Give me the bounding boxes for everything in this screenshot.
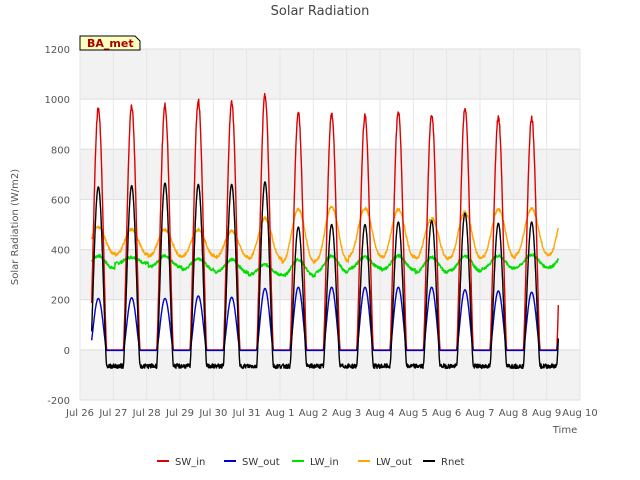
x-tick-label: Aug 4 [365, 408, 394, 419]
y-tick-label: 1000 [45, 95, 70, 106]
y-tick-label: 800 [51, 145, 70, 156]
legend-label: Rnet [441, 457, 464, 468]
x-tick-label: Jul 30 [198, 408, 227, 419]
y-tick-label: 0 [64, 346, 70, 357]
x-tick-label: Jul 27 [98, 408, 127, 419]
legend-item-lw-in: LW_in [292, 457, 339, 468]
y-tick-label: 400 [51, 246, 70, 257]
y-tick-label: -200 [47, 396, 70, 407]
x-axis-ticks: Jul 26 Jul 27 Jul 28 Jul 29 Jul 30 Jul 31 Aug … [65, 408, 598, 419]
y-tick-label: 600 [51, 195, 70, 206]
legend-label: SW_in [175, 457, 205, 468]
badge-box [79, 35, 141, 51]
y-axis-title: Solar Radiation (W/m2) [10, 169, 21, 285]
x-tick-label: Aug 6 [432, 408, 461, 419]
background-band [80, 49, 580, 100]
x-tick-label: Aug 5 [399, 408, 428, 419]
x-tick-label: Jul 29 [165, 408, 194, 419]
x-tick-label: Jul 26 [65, 408, 94, 419]
legend-item-rnet: Rnet [423, 457, 464, 468]
badge-label: BA_met [87, 37, 134, 50]
background-band [80, 349, 580, 400]
y-axis-ticks: -200 0 200 400 600 800 1000 1200 [45, 45, 70, 407]
x-tick-label: Jul 28 [132, 408, 161, 419]
grid-lines [79, 48, 581, 401]
x-tick-label: Aug 2 [299, 408, 328, 419]
x-axis-title: Time [552, 425, 577, 436]
x-tick-label: Aug 9 [532, 408, 561, 419]
legend: SW_in SW_out LW_in LW_out Rnet [157, 457, 464, 468]
legend-item-sw-out: SW_out [224, 457, 280, 468]
series-layer [91, 92, 559, 370]
x-tick-label: Aug 1 [265, 408, 294, 419]
y-tick-label: 1200 [45, 45, 70, 56]
series-line-rnet [91, 181, 559, 370]
x-tick-label: Aug 3 [332, 408, 361, 419]
legend-label: LW_out [376, 457, 412, 468]
x-tick-label: Aug 8 [499, 408, 528, 419]
site-badge: BA_met [79, 35, 141, 51]
background-band [80, 299, 580, 350]
background-band [80, 149, 580, 200]
x-tick-label: Aug 10 [562, 408, 597, 419]
x-tick-label: Jul 31 [232, 408, 261, 419]
legend-item-sw-in: SW_in [157, 457, 205, 468]
legend-item-lw-out: LW_out [358, 457, 412, 468]
chart-title: Solar Radiation [271, 4, 370, 19]
y-tick-label: 200 [51, 296, 70, 307]
legend-label: LW_in [310, 457, 339, 468]
x-tick-label: Aug 7 [465, 408, 494, 419]
legend-label: SW_out [242, 457, 280, 468]
